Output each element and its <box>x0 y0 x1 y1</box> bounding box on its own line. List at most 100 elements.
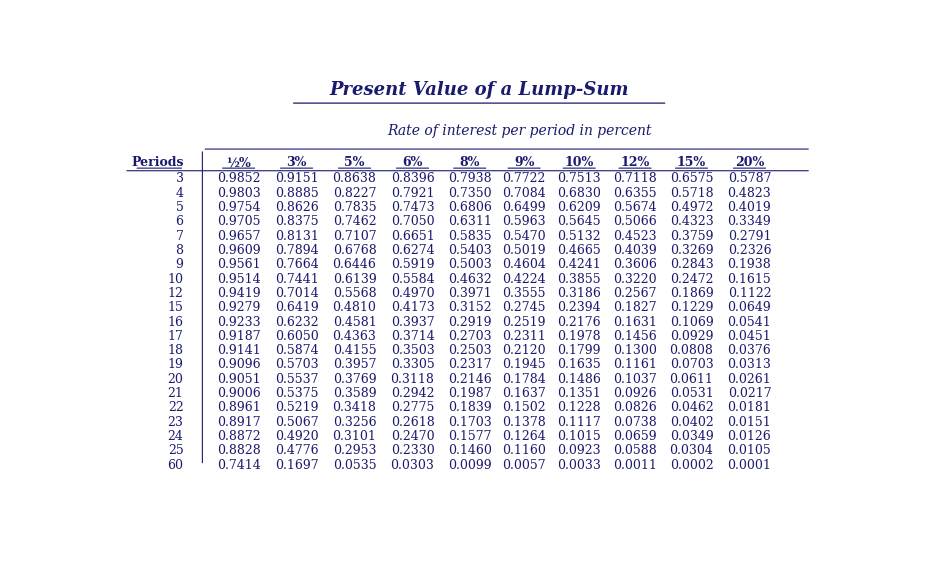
Text: 0.3220: 0.3220 <box>613 272 656 285</box>
Text: 0.6575: 0.6575 <box>669 172 713 185</box>
Text: 60: 60 <box>167 459 183 472</box>
Text: 0.9803: 0.9803 <box>217 187 261 200</box>
Text: 0.1987: 0.1987 <box>448 387 492 400</box>
Text: 0.1161: 0.1161 <box>613 359 657 372</box>
Text: 0.1228: 0.1228 <box>557 401 601 414</box>
Text: 0.0011: 0.0011 <box>613 459 657 472</box>
Text: 0.8227: 0.8227 <box>333 187 376 200</box>
Text: 3%: 3% <box>286 157 307 169</box>
Text: 7: 7 <box>176 230 183 243</box>
Text: 0.0588: 0.0588 <box>613 444 657 457</box>
Text: 0.6355: 0.6355 <box>613 187 656 200</box>
Text: 0.6050: 0.6050 <box>275 330 319 343</box>
Text: 0.3606: 0.3606 <box>613 258 657 271</box>
Text: 0.5019: 0.5019 <box>502 244 546 257</box>
Text: 0.9419: 0.9419 <box>217 287 261 300</box>
Text: 0.7722: 0.7722 <box>502 172 546 185</box>
Text: 0.0531: 0.0531 <box>669 387 713 400</box>
Text: 0.1037: 0.1037 <box>613 373 657 386</box>
Text: 0.5787: 0.5787 <box>727 172 771 185</box>
Text: 0.3714: 0.3714 <box>391 330 435 343</box>
Text: 0.0181: 0.0181 <box>727 401 771 414</box>
Text: 0.8396: 0.8396 <box>391 172 435 185</box>
Text: 0.8917: 0.8917 <box>217 415 261 428</box>
Text: 0.9051: 0.9051 <box>217 373 261 386</box>
Text: ½%: ½% <box>226 157 251 169</box>
Text: 0.7350: 0.7350 <box>448 187 492 200</box>
Text: 0.0462: 0.0462 <box>669 401 713 414</box>
Text: 3: 3 <box>176 172 183 185</box>
Text: 0.2330: 0.2330 <box>391 444 435 457</box>
Text: 0.9141: 0.9141 <box>217 344 261 357</box>
Text: 0.3855: 0.3855 <box>557 272 601 285</box>
Text: 0.7921: 0.7921 <box>391 187 434 200</box>
Text: 0.8828: 0.8828 <box>217 444 261 457</box>
Text: 0.5584: 0.5584 <box>391 272 435 285</box>
Text: 0.1978: 0.1978 <box>557 330 601 343</box>
Text: 0.1117: 0.1117 <box>557 415 601 428</box>
Text: 0.4665: 0.4665 <box>557 244 601 257</box>
Text: 0.5375: 0.5375 <box>275 387 318 400</box>
Text: 0.5718: 0.5718 <box>669 187 713 200</box>
Text: 0.5835: 0.5835 <box>448 230 492 243</box>
Text: 0.0313: 0.0313 <box>727 359 771 372</box>
Text: 0.1160: 0.1160 <box>502 444 546 457</box>
Text: 0.3186: 0.3186 <box>557 287 601 300</box>
Text: 5: 5 <box>176 201 183 214</box>
Text: 0.1631: 0.1631 <box>613 315 657 329</box>
Text: 0.4604: 0.4604 <box>502 258 546 271</box>
Text: 0.9006: 0.9006 <box>217 387 261 400</box>
Text: 0.1839: 0.1839 <box>448 401 492 414</box>
Text: 0.9151: 0.9151 <box>275 172 319 185</box>
Text: 0.2953: 0.2953 <box>333 444 376 457</box>
Text: 0.5219: 0.5219 <box>275 401 318 414</box>
Text: 0.2472: 0.2472 <box>669 272 713 285</box>
Text: 0.9187: 0.9187 <box>217 330 261 343</box>
Text: 0.0649: 0.0649 <box>727 301 771 314</box>
Text: 0.2120: 0.2120 <box>502 344 546 357</box>
Text: 0.5537: 0.5537 <box>275 373 318 386</box>
Text: 12: 12 <box>167 287 183 300</box>
Text: 9: 9 <box>176 258 183 271</box>
Text: 0.1945: 0.1945 <box>502 359 546 372</box>
Text: 25: 25 <box>167 444 183 457</box>
Text: 0.6274: 0.6274 <box>391 244 435 257</box>
Text: 0.1502: 0.1502 <box>502 401 546 414</box>
Text: 0.9096: 0.9096 <box>217 359 261 372</box>
Text: 0.5703: 0.5703 <box>275 359 319 372</box>
Text: 0.8961: 0.8961 <box>217 401 261 414</box>
Text: 0.0808: 0.0808 <box>669 344 713 357</box>
Text: 0.0402: 0.0402 <box>669 415 713 428</box>
Text: 0.3118: 0.3118 <box>391 373 435 386</box>
Text: 0.2176: 0.2176 <box>557 315 601 329</box>
Text: 0.3589: 0.3589 <box>333 387 377 400</box>
Text: 0.4823: 0.4823 <box>727 187 771 200</box>
Text: 0.2775: 0.2775 <box>391 401 434 414</box>
Text: 0.3305: 0.3305 <box>391 359 435 372</box>
Text: 6: 6 <box>176 216 183 229</box>
Text: 0.0304: 0.0304 <box>669 444 713 457</box>
Text: 0.2919: 0.2919 <box>448 315 492 329</box>
Text: 0.0541: 0.0541 <box>727 315 771 329</box>
Text: 0.5003: 0.5003 <box>448 258 492 271</box>
Text: 0.2942: 0.2942 <box>391 387 434 400</box>
Text: 0.9852: 0.9852 <box>217 172 260 185</box>
Text: 0.9233: 0.9233 <box>217 315 261 329</box>
Text: 0.3349: 0.3349 <box>727 216 771 229</box>
Text: 0.3937: 0.3937 <box>391 315 435 329</box>
Text: 21: 21 <box>167 387 183 400</box>
Text: 0.2618: 0.2618 <box>391 415 435 428</box>
Text: 9%: 9% <box>514 157 534 169</box>
Text: 0.0349: 0.0349 <box>669 430 713 443</box>
Text: 0.0001: 0.0001 <box>727 459 771 472</box>
Text: 0.4019: 0.4019 <box>727 201 771 214</box>
Text: 0.3152: 0.3152 <box>448 301 492 314</box>
Text: 0.7441: 0.7441 <box>275 272 319 285</box>
Text: 0.7462: 0.7462 <box>333 216 377 229</box>
Text: 22: 22 <box>167 401 183 414</box>
Text: 0.2791: 0.2791 <box>727 230 771 243</box>
Text: 0.1122: 0.1122 <box>727 287 771 300</box>
Text: 0.0261: 0.0261 <box>727 373 771 386</box>
Text: 0.0151: 0.0151 <box>727 415 771 428</box>
Text: 0.1460: 0.1460 <box>448 444 492 457</box>
